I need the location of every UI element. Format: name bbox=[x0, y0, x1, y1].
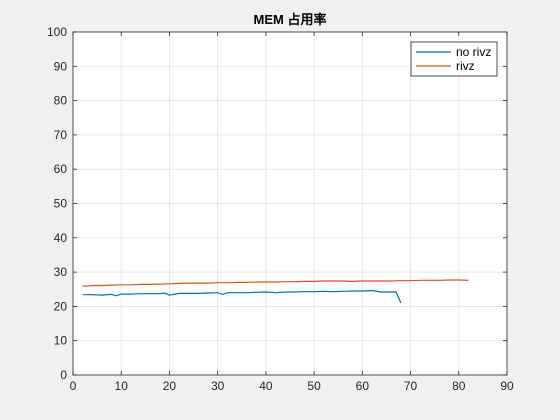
x-tick-label: 70 bbox=[404, 379, 418, 393]
legend-label: no rivz bbox=[456, 45, 491, 59]
x-tick-label: 60 bbox=[356, 379, 370, 393]
legend-label: rivz bbox=[456, 59, 475, 73]
y-tick-label: 60 bbox=[54, 162, 68, 176]
y-tick-label: 0 bbox=[60, 368, 67, 382]
axis-ticks: 0 10 20 30 40 50 60 70 80 90 0 10 20 30 40 50 60 70 80 90 10… bbox=[47, 25, 514, 393]
x-tick-label: 40 bbox=[259, 379, 273, 393]
chart-title: MEM 占用率 bbox=[254, 12, 327, 27]
series-layer bbox=[82, 279, 469, 304]
x-tick-label: 20 bbox=[163, 379, 177, 393]
legend-box bbox=[410, 41, 498, 77]
series-line-1 bbox=[82, 289, 402, 304]
y-tick-label: 40 bbox=[54, 231, 68, 245]
grid-lines bbox=[73, 32, 507, 375]
x-tick-label: 10 bbox=[115, 379, 129, 393]
y-tick-label: 100 bbox=[47, 25, 67, 39]
x-tick-label: 30 bbox=[211, 379, 225, 393]
y-tick-label: 20 bbox=[54, 299, 68, 313]
x-tick-label: 80 bbox=[452, 379, 466, 393]
y-tick-label: 10 bbox=[54, 334, 68, 348]
x-tick-label: 90 bbox=[500, 379, 514, 393]
series-line-2 bbox=[82, 279, 469, 287]
y-tick-label: 80 bbox=[54, 94, 68, 108]
x-tick-label: 50 bbox=[307, 379, 321, 393]
x-tick-label: 0 bbox=[70, 379, 77, 393]
y-tick-label: 50 bbox=[54, 197, 68, 211]
y-tick-label: 70 bbox=[54, 128, 68, 142]
y-tick-label: 90 bbox=[54, 59, 68, 73]
y-tick-label: 30 bbox=[54, 265, 68, 279]
